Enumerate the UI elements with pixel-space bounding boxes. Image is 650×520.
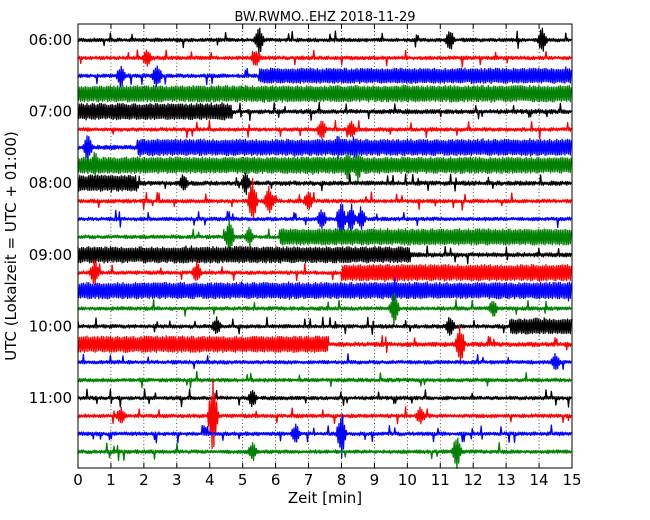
chart-title: BW.RWMO..EHZ 2018-11-29 xyxy=(234,10,415,25)
trace-1130 xyxy=(77,413,572,459)
x-tick-label: 3 xyxy=(172,471,182,489)
trace-0845 xyxy=(77,219,572,252)
x-tick-label: 15 xyxy=(562,471,581,489)
y-tick-label: 06:00 xyxy=(29,31,72,49)
x-tick-label: 8 xyxy=(337,471,347,489)
trace-1015 xyxy=(77,324,572,364)
trace-1115 xyxy=(77,378,572,450)
trace-1100 xyxy=(77,388,572,408)
y-axis-label: UTC (Lokalzeit = UTC + 01:00) xyxy=(2,131,20,361)
trace-0815 xyxy=(77,177,572,219)
axis-ticks: 0 1 2 3 4 5 6 7 8 9 10 11 12 13 14 1506:0007:0008:0009:… xyxy=(29,24,582,489)
trace-1145 xyxy=(77,437,572,469)
seismic-traces xyxy=(77,27,572,469)
trace-0645 xyxy=(77,84,572,103)
trace-0615 xyxy=(77,49,572,68)
x-tick-label: 6 xyxy=(271,471,281,489)
x-tick-label: 4 xyxy=(205,471,215,489)
trace-0830 xyxy=(77,203,572,239)
trace-0915 xyxy=(77,259,572,286)
trace-0900 xyxy=(77,245,572,265)
trace-0700 xyxy=(77,102,572,122)
plot-frame xyxy=(77,23,573,469)
x-axis-label: Zeit [min] xyxy=(288,489,362,507)
trace-0715 xyxy=(77,119,572,140)
x-tick-label: 11 xyxy=(431,471,450,489)
trace-0630 xyxy=(77,65,572,88)
trace-0600 xyxy=(77,27,572,55)
x-tick-label: 2 xyxy=(139,471,149,489)
x-tick-label: 5 xyxy=(238,471,248,489)
x-tick-label: 0 xyxy=(73,471,83,489)
trace-0745 xyxy=(77,151,572,183)
trace-0945 xyxy=(77,292,572,327)
x-tick-label: 9 xyxy=(370,471,380,489)
y-tick-label: 11:00 xyxy=(29,389,72,407)
trace-1045 xyxy=(77,370,572,389)
y-tick-label: 09:00 xyxy=(29,246,72,264)
x-tick-label: 13 xyxy=(497,471,516,489)
x-tick-label: 1 xyxy=(106,471,116,489)
trace-0730 xyxy=(77,135,572,162)
y-tick-label: 08:00 xyxy=(29,174,72,192)
x-tick-label: 12 xyxy=(464,471,483,489)
x-tick-label: 7 xyxy=(304,471,314,489)
trace-1030 xyxy=(77,353,572,371)
trace-0930 xyxy=(77,277,572,302)
x-tick-label: 10 xyxy=(398,471,417,489)
trace-1000 xyxy=(77,316,572,336)
y-tick-label: 10:00 xyxy=(29,317,72,335)
y-tick-label: 07:00 xyxy=(29,103,72,121)
trace-0800 xyxy=(77,172,572,195)
x-tick-label: 14 xyxy=(530,471,549,489)
